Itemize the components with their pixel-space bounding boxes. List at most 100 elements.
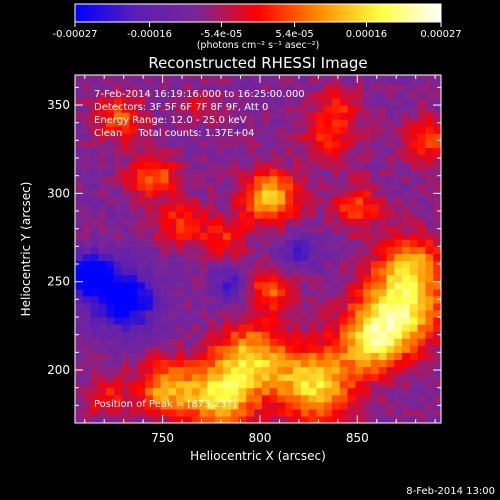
heatmap-cell [191,253,201,262]
heatmap-cell [417,168,427,177]
heatmap-cell [230,380,240,389]
heatmap-cell [386,309,395,318]
heatmap-cell [246,189,255,198]
heatmap-cell [176,260,185,269]
heatmap-cell [331,401,341,410]
heatmap-cell [300,274,310,283]
heatmap-cell [238,415,247,423]
heatmap-cell [254,112,263,120]
heatmap-cell [176,324,185,332]
heatmap-cell [145,189,154,198]
heatmap-cell [222,373,232,382]
heatmap-cell [378,126,388,134]
heatmap-cell [316,387,325,396]
heatmap-cell [215,359,224,368]
heatmap-cell [285,154,294,163]
heatmap-cell [269,253,279,262]
heatmap-cell [308,161,318,170]
heatmap-cell [370,203,380,212]
heatmap-cell [184,415,193,423]
heatmap-cell [433,246,441,255]
heatmap-cell [386,175,395,184]
heatmap-cell [246,338,255,346]
heatmap-cell [254,218,263,226]
heatmap-cell [285,203,294,212]
heatmap-cell [230,366,240,375]
heatmap-cell [191,302,201,311]
heatmap-cell [300,239,310,247]
heatmap-cell [98,75,107,78]
heatmap-cell [82,196,92,205]
heatmap-cell [113,408,123,417]
heatmap-cell [409,175,419,184]
heatmap-cell [425,83,434,92]
heatmap-cell [184,281,193,290]
heatmap-cell [106,324,115,332]
heatmap-cell [230,140,240,149]
heatmap-cell [199,246,208,255]
heatmap-cell [386,366,395,375]
heatmap-cell [378,218,388,226]
heatmap-cell [191,260,201,269]
heatmap-cell [370,126,380,134]
heatmap-cell [409,387,419,396]
heatmap-cell [339,126,349,134]
heatmap-cell [261,295,271,304]
heatmap-cell [113,196,123,205]
heatmap-cell [324,196,333,205]
heatmap-cell [386,90,395,99]
heatmap-cell [90,366,99,375]
heatmap-cell [316,175,325,184]
heatmap-cell [215,90,224,99]
heatmap-cell [316,331,325,339]
heatmap-cell [433,274,441,283]
heatmap-cell [152,394,162,403]
heatmap-cell [238,401,247,410]
heatmap-cell [98,232,107,240]
heatmap-cell [331,267,341,276]
heatmap-cell [121,76,131,85]
heatmap-cell [121,387,131,396]
heatmap-cell [75,380,84,389]
heatmap-cell [293,133,302,141]
heatmap-cell [145,119,154,127]
heatmap-cell [90,274,99,283]
heatmap-cell [121,97,131,106]
heatmap-cell [378,253,388,262]
heatmap-cell [277,260,286,269]
heatmap-cell [370,352,380,361]
heatmap-cell [121,126,131,134]
heatmap-cell [261,317,271,325]
heatmap-cell [98,119,107,127]
heatmap-cell [386,401,395,410]
heatmap-cell [300,75,310,78]
heatmap-cell [355,75,364,78]
heatmap-cell [417,408,427,417]
heatmap-cell [386,274,395,283]
heatmap-cell [121,140,131,149]
heatmap-cell [238,359,247,368]
heatmap-cell [230,232,240,240]
heatmap-cell [331,373,341,382]
heatmap-cell [394,317,403,325]
heatmap-cell [277,352,286,361]
heatmap-cell [261,133,271,141]
heatmap-cell [98,373,107,382]
heatmap-cell [82,211,92,219]
heatmap-cell [277,239,286,247]
heatmap-cell [355,387,364,396]
heatmap-cell [75,394,84,403]
heatmap-cell [425,324,434,332]
heatmap-cell [121,359,131,368]
heatmap-cell [300,147,310,156]
heatmap-cell [121,218,131,226]
heatmap-cell [113,309,123,318]
heatmap-cell [238,380,247,389]
heatmap-cell [331,154,341,163]
heatmap-cell [409,154,419,163]
heatmap-cell [75,75,84,78]
heatmap-cell [137,218,146,226]
heatmap-cell [409,401,419,410]
heatmap-cell [113,168,123,177]
